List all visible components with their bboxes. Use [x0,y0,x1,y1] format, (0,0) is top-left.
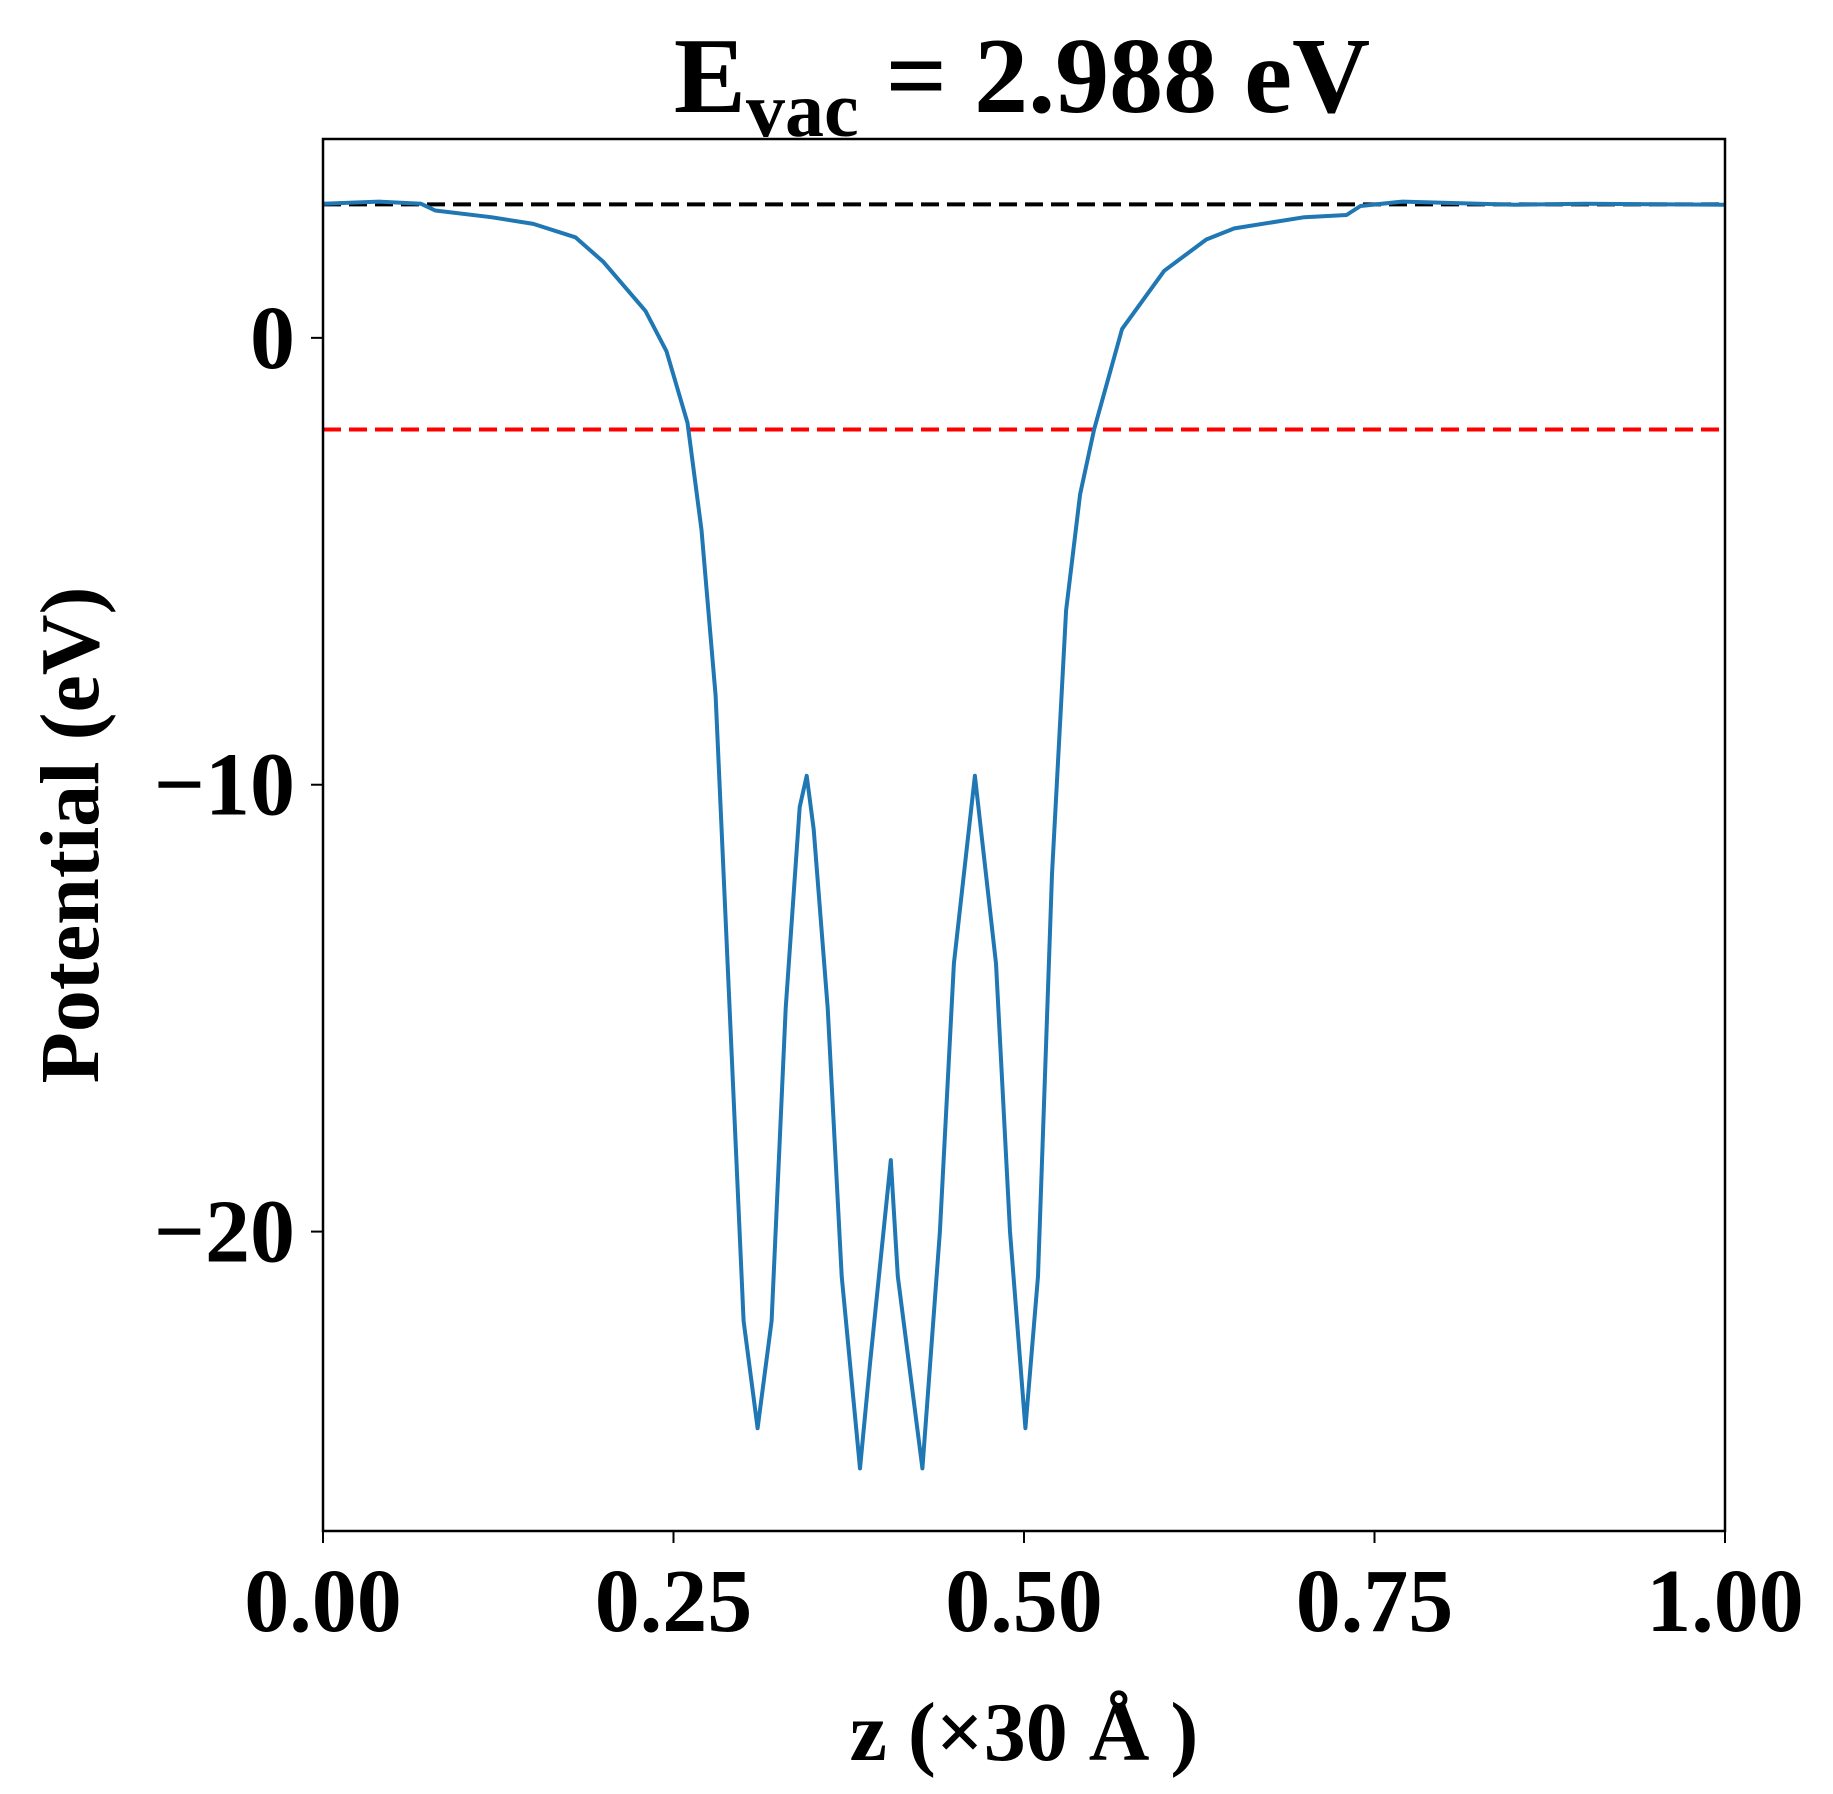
plot-frame [321,137,1727,1533]
x-tick-label: 0.75 [1296,1552,1454,1651]
x-tick-label: 0.00 [244,1552,402,1651]
y-tick-label: −10 [154,736,295,835]
x-axis-label: z (×30 Å ) [850,1686,1199,1779]
y-axis-label: Potential (eV) [24,587,117,1084]
data-line [322,199,1726,1471]
x-tick-label: 0.25 [595,1552,753,1651]
chart-title: Evac = 2.988 eV [674,17,1370,153]
x-tick-label: 1.00 [1646,1552,1804,1651]
y-tick-label: 0 [250,289,295,388]
y-tick-label: −20 [154,1183,295,1282]
title-rest: = 2.988 eV [859,17,1370,136]
x-tick-label: 0.50 [945,1552,1103,1651]
title-main: E [674,17,746,136]
